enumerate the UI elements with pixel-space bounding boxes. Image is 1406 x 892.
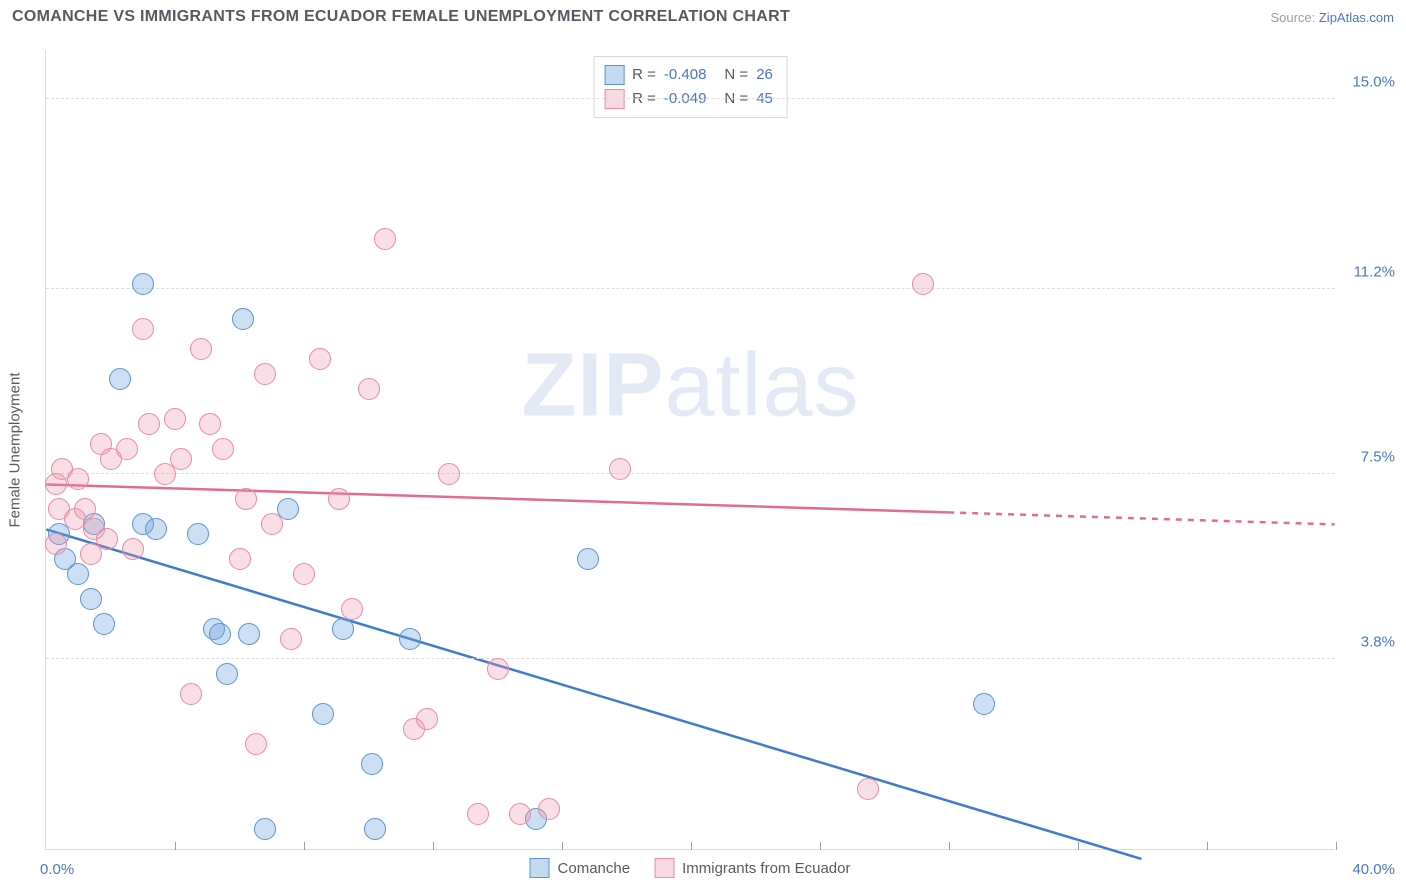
data-point-comanche — [399, 628, 421, 650]
legend-item-ecuador: Immigrants from Ecuador — [654, 858, 850, 878]
data-point-ecuador — [487, 658, 509, 680]
swatch-blue-icon — [530, 858, 550, 878]
data-point-ecuador — [116, 438, 138, 460]
x-tick — [949, 842, 950, 850]
data-point-comanche — [109, 368, 131, 390]
chart-area: Female Unemployment ZIPatlas R = -0.408 … — [45, 50, 1335, 850]
data-point-ecuador — [857, 778, 879, 800]
data-point-ecuador — [45, 533, 67, 555]
data-point-comanche — [238, 623, 260, 645]
data-point-ecuador — [538, 798, 560, 820]
data-point-ecuador — [341, 598, 363, 620]
data-point-ecuador — [254, 363, 276, 385]
data-point-ecuador — [293, 563, 315, 585]
x-tick — [1336, 842, 1337, 850]
x-axis-min: 0.0% — [40, 861, 74, 878]
data-point-ecuador — [261, 513, 283, 535]
data-point-ecuador — [138, 413, 160, 435]
stats-row-ecuador: R = -0.049 N = 45 — [604, 87, 773, 111]
x-tick — [433, 842, 434, 850]
data-point-ecuador — [245, 733, 267, 755]
x-tick — [175, 842, 176, 850]
data-point-ecuador — [67, 468, 89, 490]
data-point-ecuador — [438, 463, 460, 485]
data-point-comanche — [577, 548, 599, 570]
data-point-comanche — [145, 518, 167, 540]
grid-line — [46, 98, 1335, 99]
plot-region: ZIPatlas R = -0.408 N = 26 R = -0.049 N … — [45, 50, 1335, 850]
source-credit: Source: ZipAtlas.com — [1270, 10, 1394, 25]
data-point-comanche — [67, 563, 89, 585]
y-tick-label: 7.5% — [1361, 449, 1395, 466]
stats-row-comanche: R = -0.408 N = 26 — [604, 63, 773, 87]
data-point-comanche — [209, 623, 231, 645]
series-legend: Comanche Immigrants from Ecuador — [530, 858, 851, 878]
data-point-comanche — [254, 818, 276, 840]
data-point-ecuador — [358, 378, 380, 400]
data-point-ecuador — [132, 318, 154, 340]
grid-line — [46, 473, 1335, 474]
grid-line — [46, 658, 1335, 659]
y-tick-label: 11.2% — [1354, 264, 1395, 281]
data-point-comanche — [187, 523, 209, 545]
grid-line — [46, 288, 1335, 289]
data-point-comanche — [232, 308, 254, 330]
x-tick — [304, 842, 305, 850]
data-point-comanche — [332, 618, 354, 640]
data-point-ecuador — [280, 628, 302, 650]
chart-header: COMANCHE VS IMMIGRANTS FROM ECUADOR FEMA… — [0, 0, 1406, 30]
x-tick — [562, 842, 563, 850]
data-point-ecuador — [96, 528, 118, 550]
data-point-ecuador — [229, 548, 251, 570]
data-point-ecuador — [912, 273, 934, 295]
x-tick — [1078, 842, 1079, 850]
data-point-comanche — [132, 273, 154, 295]
data-point-ecuador — [122, 538, 144, 560]
data-point-comanche — [364, 818, 386, 840]
data-point-ecuador — [180, 683, 202, 705]
chart-title: COMANCHE VS IMMIGRANTS FROM ECUADOR FEMA… — [12, 8, 790, 26]
data-point-ecuador — [235, 488, 257, 510]
x-tick — [691, 842, 692, 850]
data-point-comanche — [80, 588, 102, 610]
source-link[interactable]: ZipAtlas.com — [1319, 10, 1394, 25]
x-tick — [820, 842, 821, 850]
data-point-ecuador — [199, 413, 221, 435]
data-point-ecuador — [374, 228, 396, 250]
data-point-ecuador — [74, 498, 96, 520]
swatch-blue-icon — [604, 65, 624, 85]
data-point-comanche — [973, 693, 995, 715]
data-point-ecuador — [467, 803, 489, 825]
y-tick-label: 3.8% — [1361, 634, 1395, 651]
stats-legend: R = -0.408 N = 26 R = -0.049 N = 45 — [593, 56, 788, 118]
swatch-pink-icon — [654, 858, 674, 878]
trend-lines — [46, 50, 1335, 849]
data-point-ecuador — [190, 338, 212, 360]
data-point-ecuador — [164, 408, 186, 430]
y-axis-title: Female Unemployment — [7, 372, 24, 527]
x-axis-max: 40.0% — [1352, 861, 1395, 878]
data-point-comanche — [312, 703, 334, 725]
y-tick-label: 15.0% — [1352, 74, 1395, 91]
data-point-ecuador — [328, 488, 350, 510]
data-point-ecuador — [609, 458, 631, 480]
x-tick — [1207, 842, 1208, 850]
data-point-ecuador — [309, 348, 331, 370]
legend-item-comanche: Comanche — [530, 858, 631, 878]
data-point-comanche — [93, 613, 115, 635]
data-point-ecuador — [212, 438, 234, 460]
data-point-ecuador — [170, 448, 192, 470]
data-point-ecuador — [509, 803, 531, 825]
data-point-comanche — [361, 753, 383, 775]
swatch-pink-icon — [604, 89, 624, 109]
data-point-ecuador — [416, 708, 438, 730]
data-point-comanche — [216, 663, 238, 685]
